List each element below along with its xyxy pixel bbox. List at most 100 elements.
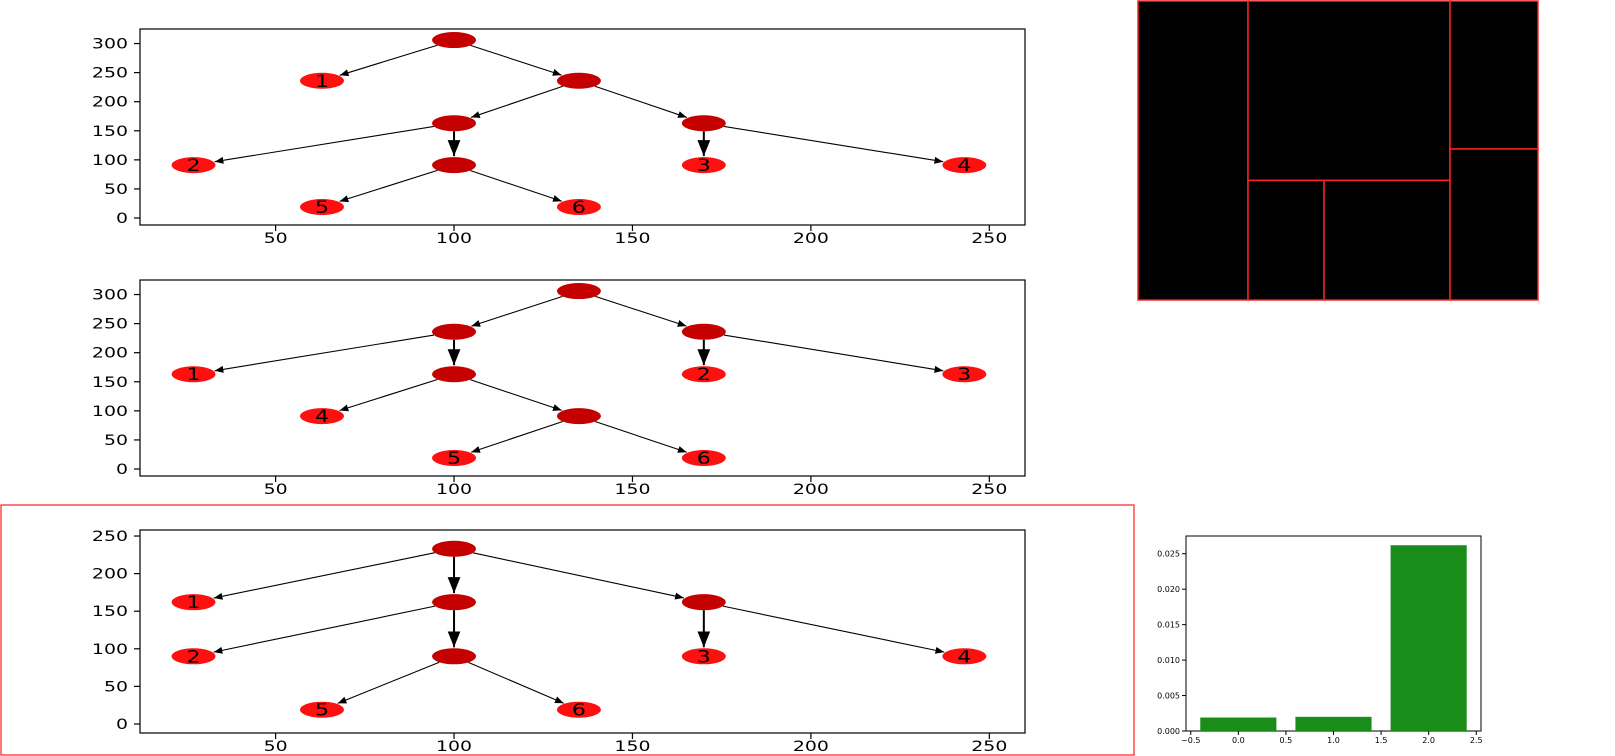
treemap-cell [1323,179,1451,301]
node-label: 4 [957,647,971,667]
x-tick-label: 50 [264,738,288,754]
internal-node [681,115,726,132]
tree-edge [594,420,687,453]
leaf-node [171,366,216,383]
internal-node [556,72,601,89]
internal-node [432,648,477,665]
leaf-node [171,157,216,174]
treemap-chart [1137,0,1539,301]
tree-edge [339,44,438,77]
node-label: 5 [315,197,329,217]
node-label: 3 [957,365,971,385]
axes-frame [139,529,1026,734]
tree-edge [472,552,685,600]
internal-node [432,366,477,383]
x-tick-label: 100 [436,230,472,246]
node-label: 6 [572,197,586,217]
node-label: 2 [697,365,711,385]
y-tick-label: 0 [116,461,128,477]
x-tick-label: 1.0 [1327,736,1340,745]
tree-chart-2: 0 50 100 150 200 250 300 50 100 150 200 250 1 2 3 4 5 6 [92,279,1026,497]
tree-edge [339,169,438,203]
y-tick-label: 0.005 [1157,692,1180,701]
x-tick-label: 250 [971,230,1007,246]
y-tick-label: 200 [92,345,128,361]
y-tick-label: 100 [92,152,128,168]
bar [1200,717,1277,731]
tree-edge [471,295,563,327]
bar-chart: 0.000 0.005 0.010 0.015 0.020 0.025 −0.5 0.0 0.5… [1157,535,1483,745]
leaf-node [681,157,726,174]
x-tick-label: 200 [793,481,829,497]
leaf-node [432,449,477,466]
node-label: 4 [957,156,971,176]
tree-edge [594,85,687,118]
y-tick-label: 250 [92,316,128,332]
x-tick-label: 0.5 [1280,736,1293,745]
leaf-node [299,408,344,425]
y-tick-label: 50 [104,432,128,448]
node-label: 5 [315,700,329,720]
internal-node [432,115,477,132]
bar [1390,545,1467,731]
tree-edge [339,378,438,412]
tree-edge [214,125,434,164]
tree-chart-3: 0 50 100 150 200 250 50 100 150 200 250 1 2 3 4 5 6 [0,504,1135,756]
tree-edge [213,552,435,600]
y-tick-label: 0.025 [1157,550,1180,559]
y-tick-label: 150 [92,604,128,620]
y-tick-label: 0.010 [1157,656,1180,665]
tree-edge [337,661,440,704]
treemap-cell [1247,179,1325,301]
leaf-node [556,701,601,718]
node-label: 5 [447,448,461,468]
y-tick-label: 0.015 [1157,621,1180,630]
leaf-node [681,449,726,466]
x-tick-label: 100 [436,481,472,497]
y-tick-label: 50 [104,181,128,197]
node-label: 4 [315,407,329,427]
selection-highlight-frame [0,504,1135,756]
treemap-cell [1449,0,1539,150]
tree-edge [723,334,944,373]
y-tick-label: 250 [92,528,128,544]
x-tick-label: 250 [971,481,1007,497]
node-label: 6 [697,448,711,468]
tree-edge [595,295,687,327]
internal-node [432,594,477,611]
y-tick-label: 0 [116,716,128,732]
x-tick-label: 1.5 [1375,736,1388,745]
leaf-node [171,648,216,665]
axes-frame [139,28,1026,226]
tree-edge [213,605,436,654]
y-tick-label: 300 [92,36,128,52]
x-tick-label: 200 [793,230,829,246]
treemap-cell [1247,0,1451,182]
leaf-node [299,198,344,215]
y-tick-label: 100 [92,641,128,657]
node-label: 1 [315,71,329,91]
treemap-cell [1137,0,1249,301]
treemap-cell [1449,148,1539,301]
node-label: 2 [186,156,200,176]
internal-node [556,283,601,300]
leaf-node [299,72,344,89]
internal-node [681,594,726,611]
y-tick-label: 50 [104,679,128,695]
y-tick-label: 0 [116,210,128,226]
leaf-node [681,366,726,383]
tree-edge [723,125,944,164]
node-label: 1 [186,593,200,613]
internal-node [681,323,726,340]
x-tick-label: 150 [614,481,650,497]
node-label: 6 [572,700,586,720]
node-label: 1 [186,365,200,385]
leaf-node [556,198,601,215]
y-tick-label: 100 [92,403,128,419]
node-label: 3 [697,156,711,176]
tree-edge [722,605,945,654]
x-tick-label: 250 [971,738,1007,754]
y-tick-label: 200 [92,94,128,110]
y-tick-label: 150 [92,374,128,390]
